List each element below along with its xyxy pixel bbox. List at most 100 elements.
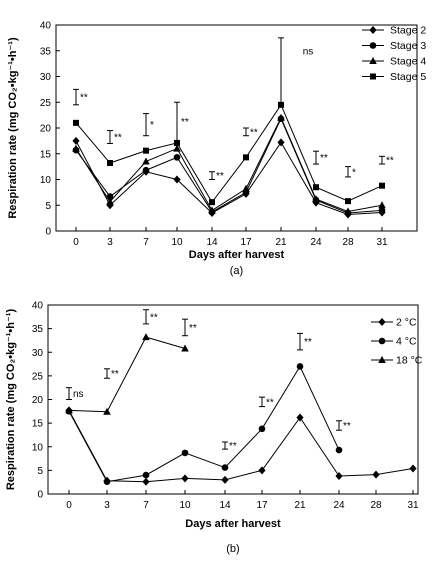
significance-label: ** [386,156,394,167]
significance-bar: ** [107,130,122,144]
significance-label: ** [250,127,258,138]
y-tick-label: 35 [32,324,44,335]
data-point [335,472,343,481]
y-tick-label: 40 [32,301,44,312]
y-tick-label: 15 [40,149,52,160]
significance-label: ** [80,93,88,104]
y-tick-label: 30 [32,348,44,359]
data-point [173,154,181,161]
x-tick-label: 3 [104,500,110,511]
data-point [173,175,181,184]
x-tick-label: 28 [342,237,354,248]
significance-label: ** [229,441,237,452]
significance-bar: ** [379,156,394,167]
y-tick-label: 35 [40,46,52,57]
data-point [143,147,149,154]
x-tick-label: 24 [333,500,345,511]
significance-bar: ns [278,37,314,106]
legend-label: 4 °C [396,336,417,348]
series-triangle [65,333,189,415]
y-tick-label: 10 [40,175,52,186]
x-tick-label: 28 [370,500,382,511]
data-point [344,207,352,215]
plot-frame [47,304,419,495]
data-point [221,464,229,471]
data-point [103,478,111,486]
x-tick-label: 24 [310,237,322,248]
y-tick-label: 0 [37,490,43,501]
data-point [258,466,266,475]
significance-label: ** [181,117,189,128]
chart-panel-b: 0 5 10 15 20 25 30 35 40 0 3 7 10 14 17 21 24 28 31 Days af… [5,301,423,556]
panel-caption: (b) [226,543,239,555]
data-point [379,182,385,189]
data-point [107,160,113,167]
data-point [73,119,79,126]
x-tick-label: 17 [256,500,268,511]
data-point [173,144,181,152]
significance-bar: ** [182,318,197,337]
y-tick-label: 40 [40,21,52,32]
x-tick-label: 21 [294,500,306,511]
data-point [312,195,320,203]
significance-bar: ** [259,396,274,408]
data-point [142,471,150,479]
data-point [181,344,189,352]
significance-bar: ** [174,101,189,142]
legend-label: Stage 3 [390,40,426,52]
series-line [75,116,383,212]
data-point [142,157,150,165]
legend-label: Stage 4 [390,56,426,68]
significance-label: ** [111,369,119,380]
significance-bar: ** [143,309,158,325]
y-axis-title: Respiration rate (mg CO₂•kg⁻¹•h⁻¹) [5,309,17,491]
legend-marker [369,26,377,34]
y-axis-title: Respiration rate (mg CO₂•kg⁻¹•h⁻¹) [7,37,19,219]
data-point [208,206,216,214]
data-point [372,470,380,479]
x-tick-label: 31 [376,237,388,248]
significance-label: ns [303,46,314,57]
y-tick-label: 10 [32,442,44,453]
legend: 2 °C 4 °C 18 °C [371,317,423,367]
legend-label: Stage 5 [390,71,426,83]
data-point [181,449,189,457]
significance-bar: * [345,166,356,178]
legend-marker [378,356,386,363]
y-tick-label: 15 [32,419,44,430]
y-tick-label: 0 [45,227,51,238]
y-tick-label: 25 [40,98,52,109]
significance-label: ** [304,337,312,348]
series-line [75,140,383,216]
y-tick-label: 5 [45,201,51,212]
data-point [221,475,229,484]
data-point [72,144,80,152]
data-point [142,477,150,486]
data-point [277,138,285,147]
significance-bar: ** [313,150,328,165]
data-point [142,166,150,174]
series-circle [65,363,343,486]
significance-bar: ** [209,171,224,182]
series-diamond [65,406,417,486]
significance-label: ** [216,171,224,182]
x-axis-title: Days after harvest [185,518,281,530]
legend-label: 2 °C [396,317,417,329]
x-tick-label: 17 [240,237,252,248]
data-point [345,198,351,205]
x-tick-label: 14 [219,500,231,511]
data-point [243,154,249,161]
significance-label: ** [114,133,122,144]
x-tick-label: 10 [179,500,191,511]
data-point [209,199,215,206]
x-tick-label: 7 [143,500,149,511]
data-point [409,464,417,473]
series-diamond [72,136,386,219]
significance-bar: ** [336,420,351,432]
x-tick-label: 3 [107,237,113,248]
data-point [296,413,304,422]
y-tick-label: 5 [37,466,43,477]
data-point [313,184,319,191]
y-tick-label: 20 [40,124,52,135]
data-point [277,113,285,121]
